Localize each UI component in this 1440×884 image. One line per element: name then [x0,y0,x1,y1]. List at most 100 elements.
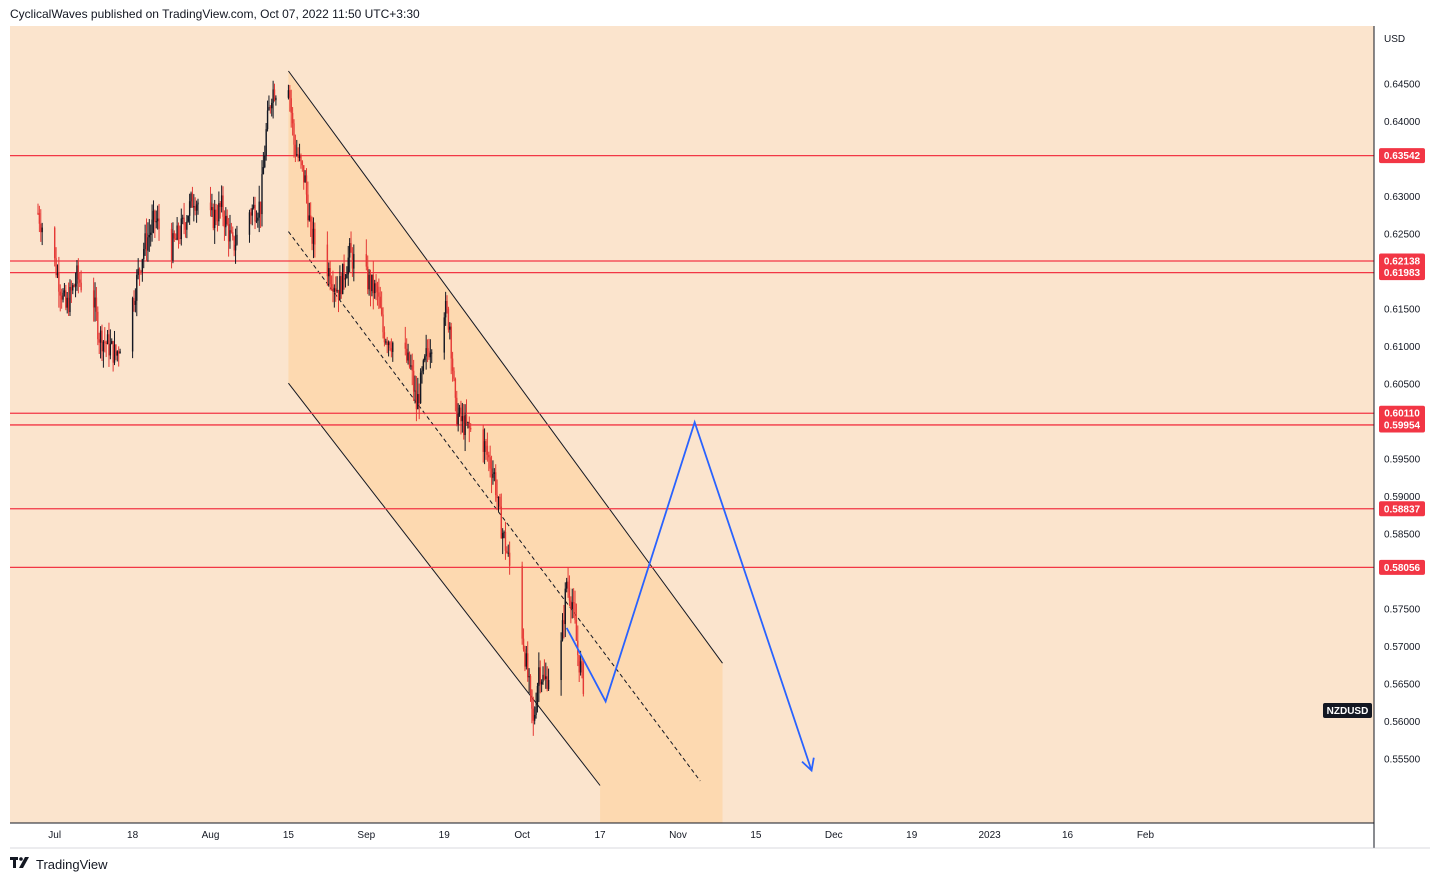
price-tick-label: 0.63000 [1384,192,1421,203]
candle-body [524,649,526,667]
price-tick-label: 0.60500 [1384,379,1421,390]
candle-body [152,210,155,220]
candle-body [380,307,383,315]
price-tick-label: 0.58500 [1384,530,1421,541]
level-price-label: 0.62138 [1384,257,1421,268]
candle-body [104,341,106,343]
time-tick-label: Feb [1137,830,1155,841]
candle-body [173,233,176,239]
candle-body [220,195,223,207]
candles-layer [37,80,585,736]
level-price-label: 0.58056 [1384,563,1421,574]
candle-body [468,422,470,428]
candle-body [236,234,238,245]
candle-body [79,279,81,283]
time-tick-label: Oct [514,830,530,841]
candle-body [311,221,313,244]
candle-body [418,394,420,404]
candle-body [180,218,182,239]
candle-body [60,295,63,300]
time-axis[interactable]: Jul 18 Aug 15 Sep 19 Oct 17 Nov 15 Dec 19 2023 16 Feb [48,830,1154,841]
candle-body [271,102,273,109]
candle-body [151,219,153,233]
candle-body [347,257,349,275]
candle-body [425,348,427,357]
candle-body [117,351,120,354]
projection-arrowhead [801,757,815,773]
candle-body [546,676,548,690]
candle-body [500,506,502,539]
candle-body [254,204,256,222]
candle-body [337,290,340,300]
candle-body [149,232,152,235]
candle-body [296,154,298,156]
candle-body [392,342,394,352]
candle-body [109,343,112,356]
candle-body [65,290,67,308]
time-tick-label: 19 [906,830,918,841]
candle-body [273,89,276,101]
price-tick-label: 0.62500 [1384,229,1421,240]
candle-body [486,445,489,455]
candle-body [365,254,368,267]
candle-body [469,427,472,430]
candle-body [525,653,528,667]
price-tick-label: 0.55500 [1384,755,1421,766]
candle-body [312,228,315,244]
level-price-badge [1379,417,1425,433]
candle-body [293,123,295,145]
candle-body [378,292,380,297]
candle-body [290,98,292,113]
candle-body [144,233,146,249]
candle-body [66,297,68,308]
candle-body [560,640,562,681]
candle-body [535,707,537,715]
candle-body [67,297,70,313]
candle-body [261,174,263,215]
candle-body [353,254,355,269]
candle-body [145,233,148,251]
candle-body [108,334,110,356]
footer: TradingView [10,857,108,872]
candle-body [225,215,227,228]
candle-body [333,288,336,292]
candle-body [565,581,568,589]
candle-body [460,407,462,422]
candle-body [136,274,138,301]
time-tick-label: 2023 [978,830,1001,841]
symbol-label: NZDUSD [1327,706,1369,717]
candle-body [404,342,406,349]
candle-body [119,351,121,354]
publish-info: CyclicalWaves published on TradingView.c… [10,7,420,21]
candle-body [179,237,181,239]
candle-body [111,341,113,344]
candle-body [335,288,337,292]
candle-body [496,495,498,499]
candle-body [158,218,160,229]
tradingview-brand[interactable]: TradingView [36,857,108,872]
candle-body [346,274,348,279]
candle-body [386,341,388,346]
candle-body [411,365,413,371]
candle-body [453,370,455,379]
candle-body [507,552,509,554]
candle-body [138,268,141,272]
candle-body [226,215,228,225]
candle-body [533,714,536,721]
candle-body [134,300,137,305]
candle-body [101,330,103,352]
candle-body [529,676,532,691]
candle-body [464,414,466,436]
candle-body [426,348,429,351]
candle-body [461,416,464,422]
candle-body [266,110,269,130]
candle-body [405,348,408,361]
candle-body [465,414,468,423]
candle-body [456,397,458,425]
candle-body [429,352,432,358]
candle-body [344,278,347,280]
candle-body [112,341,114,363]
candle-body [187,215,189,222]
